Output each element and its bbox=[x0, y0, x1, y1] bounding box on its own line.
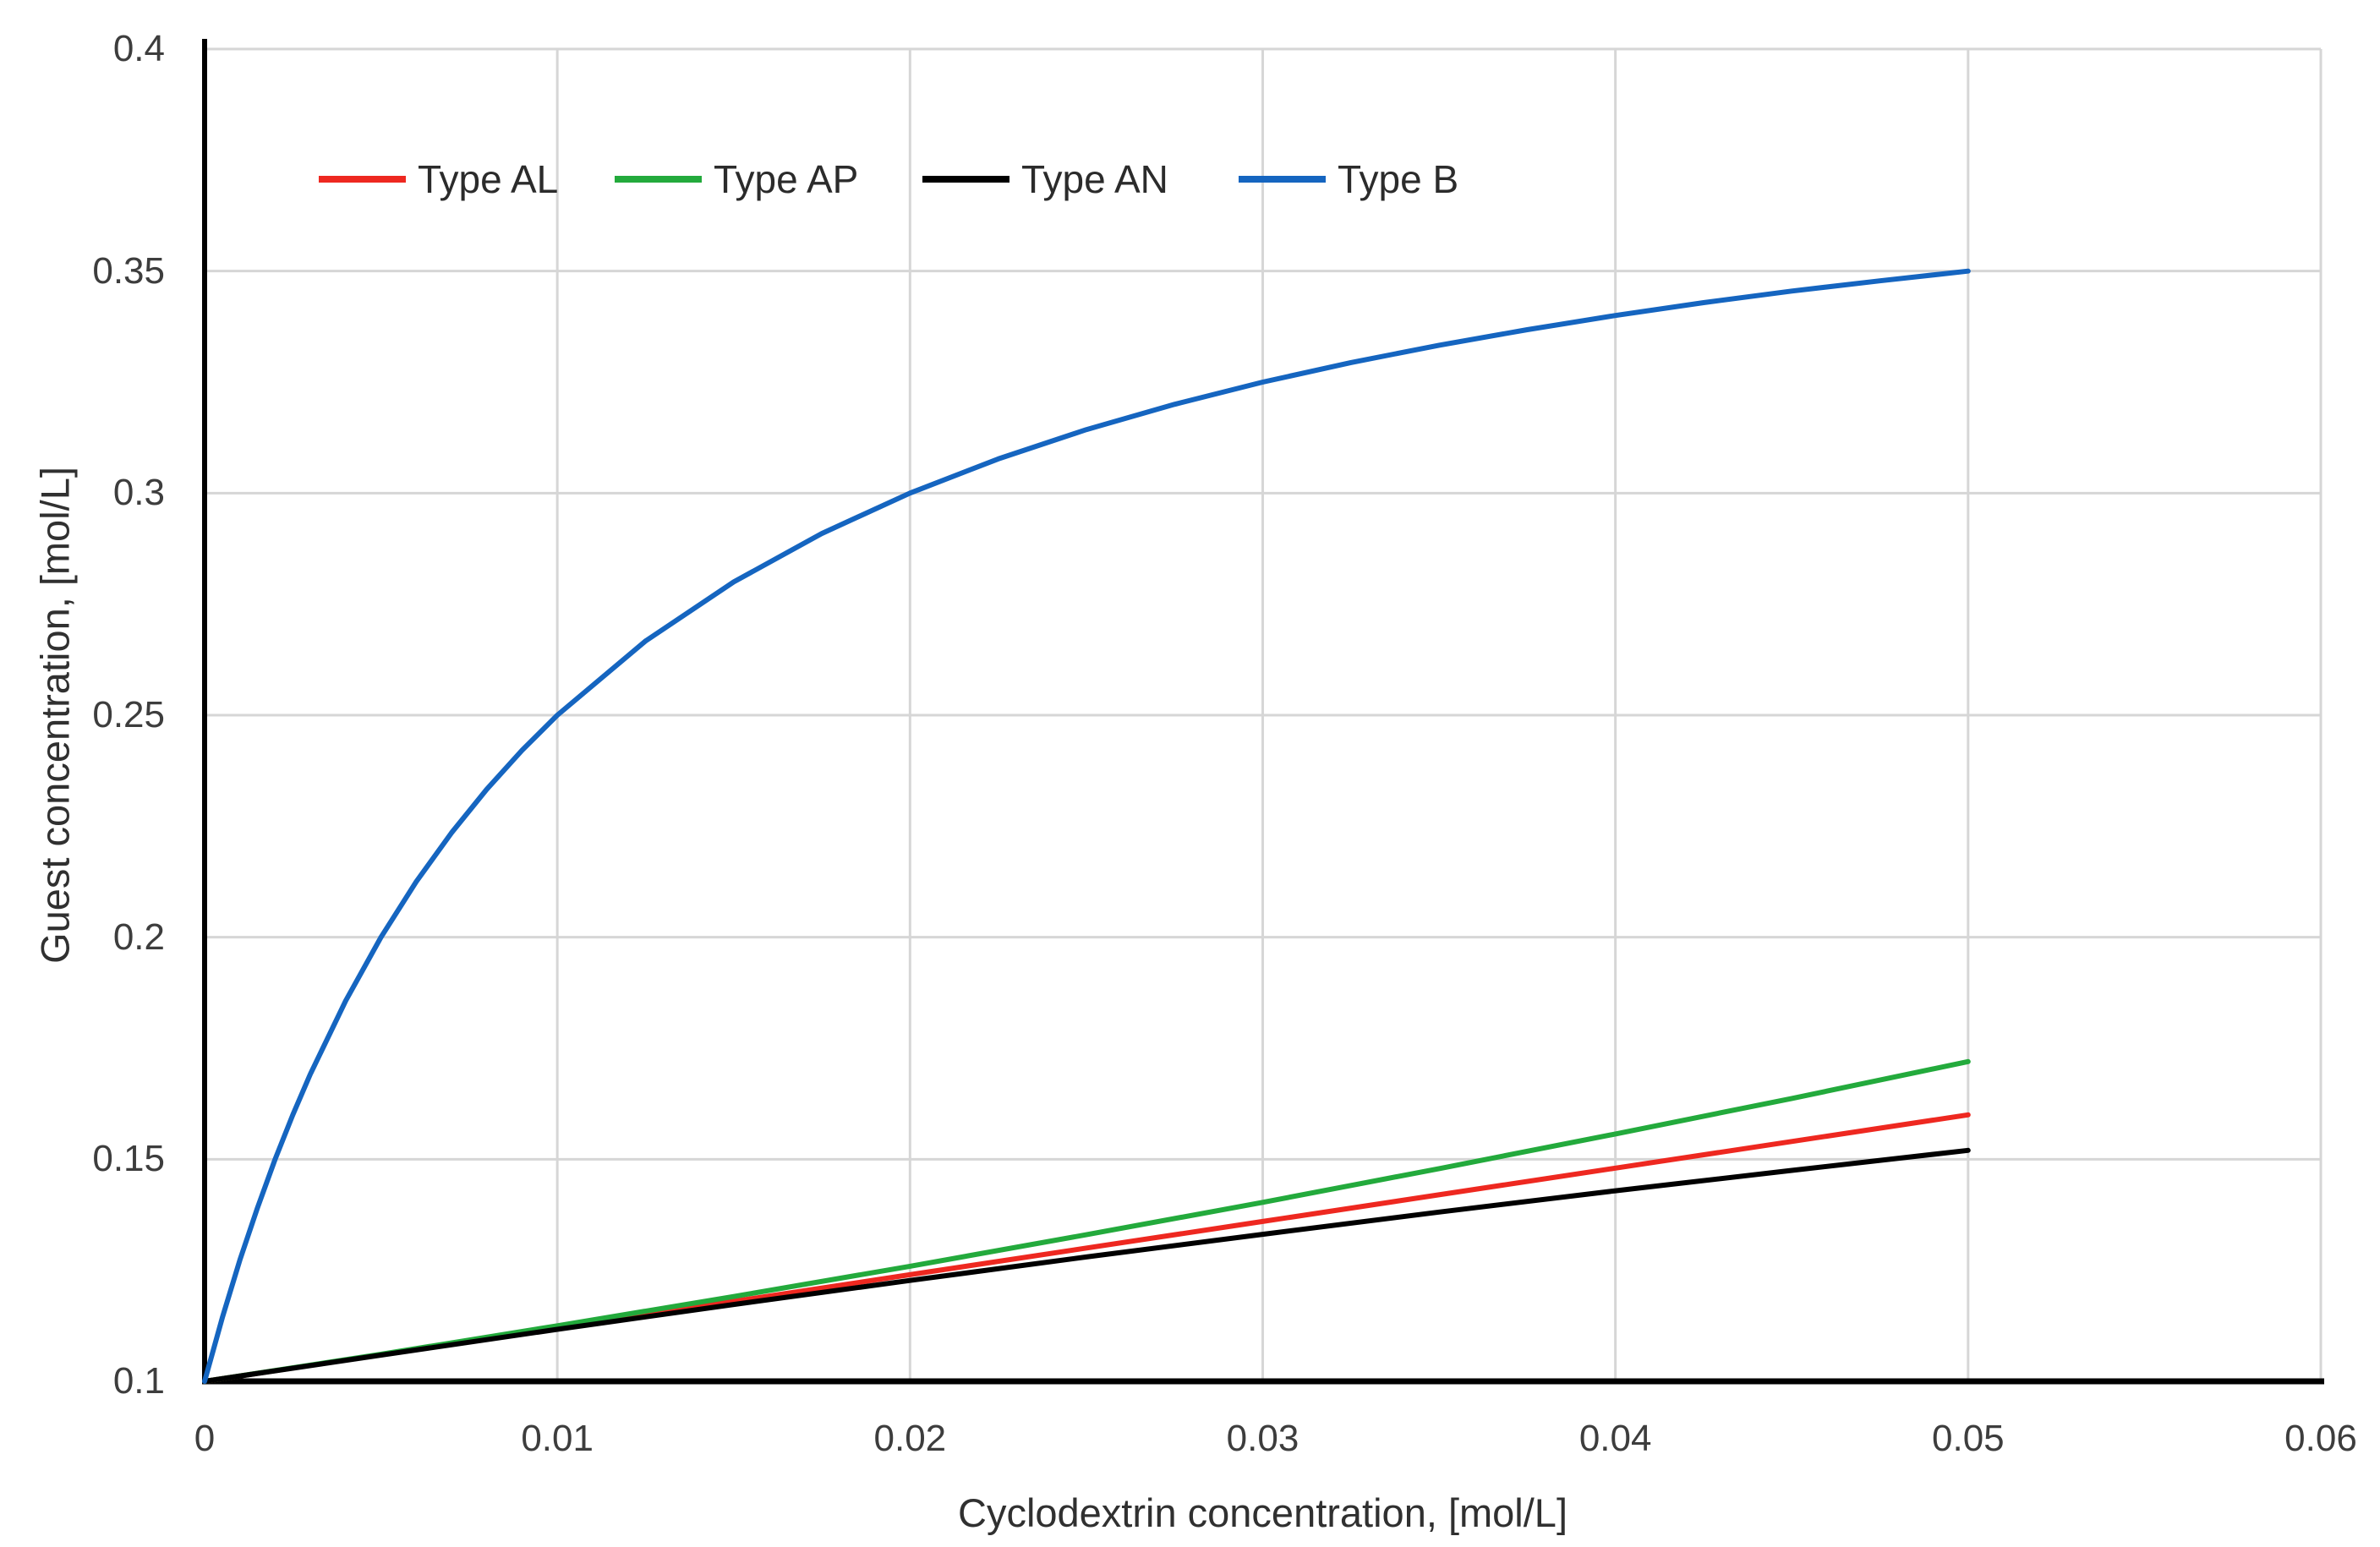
y-tick-label: 0.2 bbox=[112, 916, 165, 958]
y-tick-label: 0.4 bbox=[112, 28, 165, 69]
x-tick-label: 0.04 bbox=[1578, 1418, 1652, 1459]
legend-item-type-b: Type B bbox=[1239, 156, 1458, 203]
legend-item-type-al: Type AL bbox=[319, 156, 558, 203]
series-line-type-ap bbox=[202, 1058, 1971, 1384]
y-tick-label: 0.15 bbox=[92, 1138, 165, 1180]
y-tick-label: 0.35 bbox=[92, 249, 165, 292]
legend-swatch-type-al-line bbox=[319, 176, 406, 183]
legend-label: Type AN bbox=[1021, 157, 1168, 201]
legend-label: Type AL bbox=[418, 157, 559, 201]
legend-swatch-type-b-line bbox=[1239, 176, 1326, 183]
x-axis-title: Cyclodextrin concentration, [mol/L] bbox=[958, 1490, 1568, 1535]
y-tick-label: 0.3 bbox=[112, 472, 165, 514]
y-tick-label: 0.25 bbox=[92, 694, 165, 735]
x-tick-label: 0.01 bbox=[521, 1418, 594, 1459]
legend-item-type-an: Type AN bbox=[922, 156, 1168, 203]
legend-label: Type AP bbox=[714, 157, 859, 201]
legend-label: Type B bbox=[1338, 157, 1459, 201]
legend-swatch-type-ap-line bbox=[615, 176, 702, 183]
y-tick-label: 0.1 bbox=[112, 1360, 165, 1402]
x-tick-label: 0.03 bbox=[1226, 1418, 1299, 1459]
x-tick-label: 0.06 bbox=[2284, 1418, 2357, 1459]
legend-swatch-type-an-line bbox=[922, 176, 1009, 183]
legend-item-type-ap: Type AP bbox=[615, 156, 858, 203]
x-tick-label: 0.05 bbox=[1932, 1418, 2005, 1459]
series-line-type-b bbox=[202, 268, 1971, 1384]
x-tick-label: 0.02 bbox=[873, 1418, 947, 1459]
x-tick-label: 0 bbox=[194, 1418, 216, 1459]
series-line-type-an bbox=[202, 1147, 1971, 1384]
